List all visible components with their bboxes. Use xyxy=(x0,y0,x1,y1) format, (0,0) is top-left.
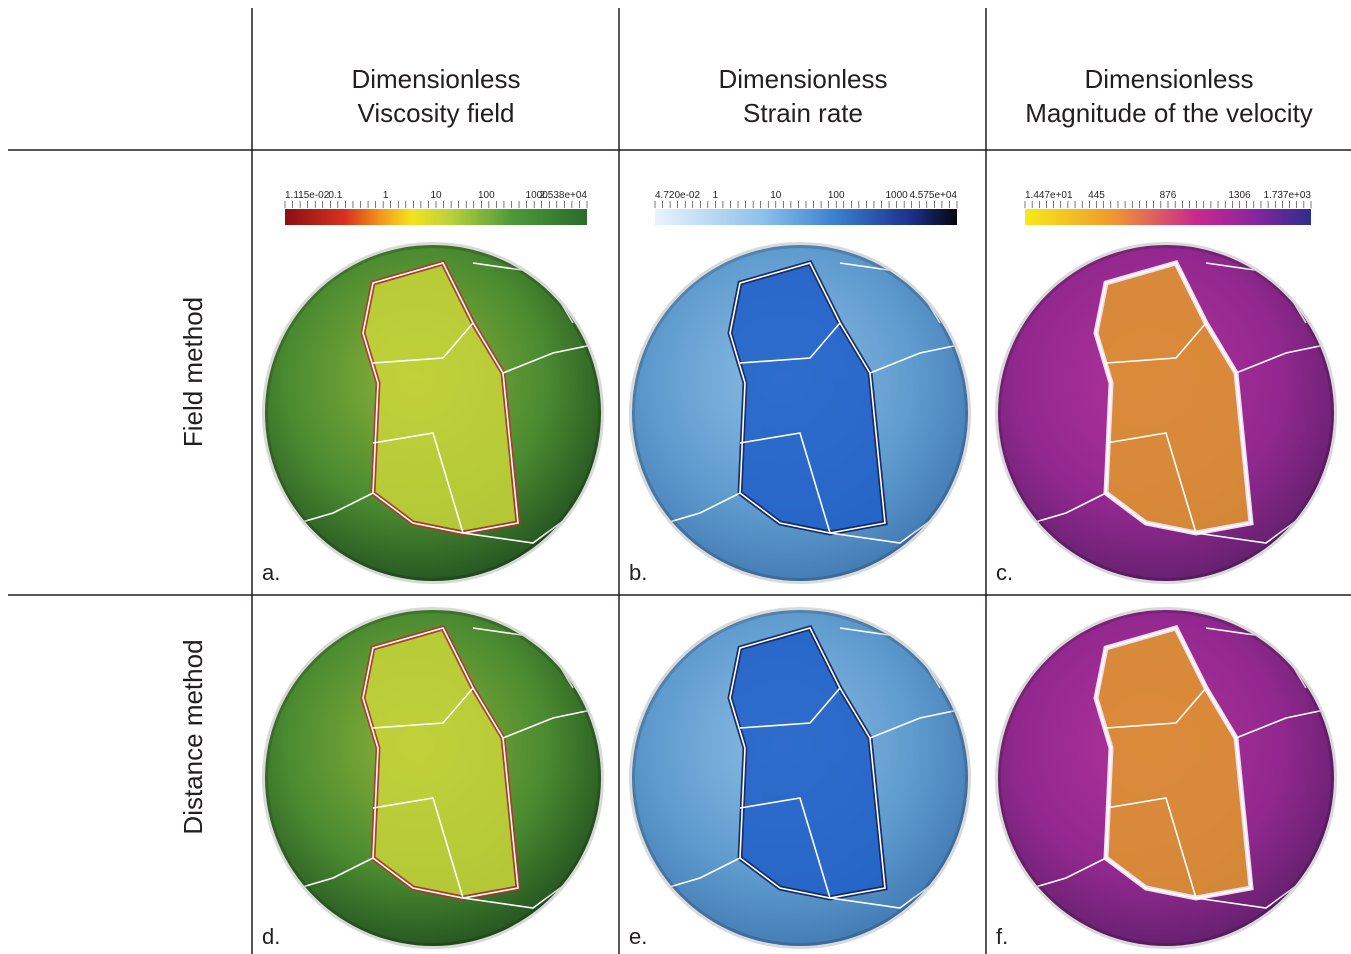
column-title: Magnitude of the velocity xyxy=(1025,98,1313,128)
plate-boundary xyxy=(502,342,601,374)
colorbar-tick-label: 1 xyxy=(383,190,389,201)
plate-boundary xyxy=(1105,687,1207,729)
plate-boundary xyxy=(1235,707,1334,739)
panel-label: f. xyxy=(996,924,1008,949)
colorbar xyxy=(285,209,587,225)
column-title: Dimensionless xyxy=(351,64,520,94)
colorbar-tick-label: 4.575e+04 xyxy=(909,190,957,201)
column-title: Strain rate xyxy=(743,98,863,128)
plate-boundary xyxy=(739,797,831,899)
colorbar-tick-label: 100 xyxy=(828,190,845,201)
colorbar-tick-label: 1000 xyxy=(526,190,549,201)
globe-shade xyxy=(262,242,604,584)
plate-layer xyxy=(998,625,1334,909)
colorbar xyxy=(655,209,957,225)
globe-shade xyxy=(995,242,1337,584)
colorbar-tick-label: 445 xyxy=(1088,190,1105,201)
plate-boundary xyxy=(739,687,841,729)
panel-label: b. xyxy=(629,560,647,585)
colorbar-tick-label: 1.115e-02 xyxy=(285,190,330,201)
globe xyxy=(262,242,604,584)
globe xyxy=(995,607,1337,949)
row-label: Distance method xyxy=(178,639,208,834)
plate-boundary xyxy=(739,432,831,534)
globe xyxy=(629,607,971,949)
colorbar-tick-label: 2.538e+04 xyxy=(539,190,587,201)
plate-boundary xyxy=(1105,797,1197,899)
globe-shade xyxy=(629,607,971,949)
plate-boundary xyxy=(372,687,474,729)
globe xyxy=(262,607,604,949)
plate-boundary xyxy=(1105,432,1197,534)
colorbar-tick-label: 1000 xyxy=(885,190,908,201)
colorbar-tick-label: 10 xyxy=(770,190,782,201)
colorbar-tick-label: 10 xyxy=(430,190,442,201)
plate-layer xyxy=(265,625,601,909)
panel-label: e. xyxy=(629,924,647,949)
colorbar-tick-label: 1.737e+03 xyxy=(1263,190,1311,201)
panel-label: d. xyxy=(262,924,280,949)
colorbar xyxy=(1025,209,1311,225)
plate-boundary xyxy=(1235,342,1334,374)
plate-boundary xyxy=(372,797,464,899)
plate-layer xyxy=(265,260,601,544)
plate-boundary xyxy=(739,322,841,364)
column-title: Dimensionless xyxy=(1084,64,1253,94)
colorbar-tick-label: 1.447e+01 xyxy=(1025,190,1073,201)
globe xyxy=(629,242,971,584)
plate-boundary xyxy=(502,707,601,739)
panel-label: c. xyxy=(996,560,1013,585)
row-label: Field method xyxy=(178,297,208,447)
panel-label: a. xyxy=(262,560,280,585)
colorbar-tick-label: 1306 xyxy=(1228,190,1251,201)
plate-boundary xyxy=(1105,322,1207,364)
colorbar-tick-label: 100 xyxy=(478,190,495,201)
colorbar-tick-label: 876 xyxy=(1160,190,1177,201)
column-title: Dimensionless xyxy=(718,64,887,94)
globe xyxy=(995,242,1337,584)
plate-boundary xyxy=(372,322,474,364)
column-title: Viscosity field xyxy=(357,98,514,128)
plate-boundary xyxy=(372,432,464,534)
plate-boundary xyxy=(869,342,968,374)
table-grid xyxy=(8,8,1351,954)
colorbar-tick-label: 4.720e-02 xyxy=(655,190,700,201)
colorbar-tick-label: 0.1 xyxy=(328,190,342,201)
plate-boundary xyxy=(869,707,968,739)
globe-shade xyxy=(995,607,1337,949)
colorbar-tick-label: 1 xyxy=(713,190,719,201)
plate-layer xyxy=(998,260,1334,544)
globe-shade xyxy=(629,242,971,584)
globe-shade xyxy=(262,607,604,949)
